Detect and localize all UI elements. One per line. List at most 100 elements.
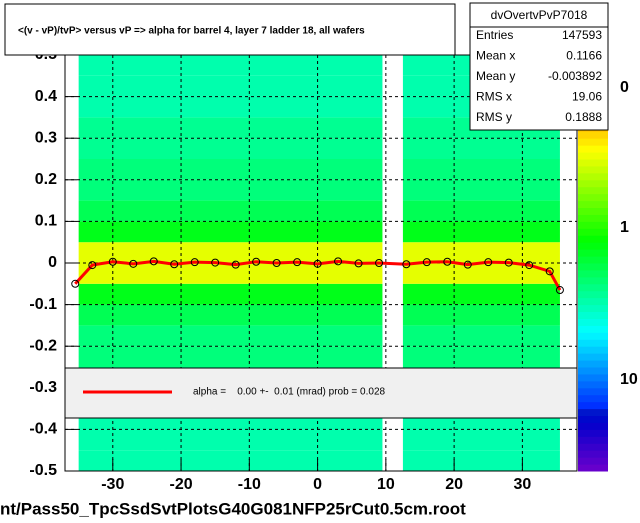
chart-title: <(v - vP)/tvP> versus vP => alpha for ba… — [18, 26, 365, 37]
heat-cell — [78, 179, 383, 201]
colorbar-cell — [578, 380, 608, 389]
profile-point — [231, 260, 240, 269]
heat-cell — [78, 263, 383, 284]
colorbar-cell — [578, 332, 608, 340]
heat-cell — [78, 325, 383, 347]
colorbar-cell — [578, 373, 608, 382]
profile-point — [443, 257, 452, 266]
stats-label: RMS x — [476, 90, 512, 104]
profile-point — [313, 259, 322, 268]
colorbar-cell — [578, 464, 608, 472]
heat-cell — [78, 117, 383, 139]
colorbar-cell — [578, 207, 608, 215]
y-tick-label: -0.1 — [29, 296, 57, 313]
heat-cell — [402, 138, 560, 159]
colorbar-cell — [578, 387, 608, 396]
colorbar-cell — [578, 429, 608, 437]
stats-value: 0.1166 — [566, 49, 602, 63]
heat-cell — [402, 429, 560, 451]
colorbar-cell — [578, 394, 608, 403]
colorbar-cell — [578, 297, 608, 306]
stats-label: Entries — [476, 28, 513, 42]
profile-point — [504, 258, 513, 267]
title-box — [4, 3, 456, 56]
colorbar-cell — [578, 325, 608, 333]
heat-cell — [78, 75, 383, 97]
profile-point — [334, 257, 343, 266]
profile-point — [463, 260, 472, 269]
colorbar-cell — [578, 249, 608, 257]
colorbar-cell — [578, 318, 608, 326]
colorbar-cell — [578, 214, 608, 222]
heat-cell — [78, 242, 383, 263]
y-tick-label: -0.5 — [29, 462, 57, 479]
colorbar-cell — [578, 228, 608, 236]
colorbar-cell — [578, 360, 608, 368]
heat-cell — [78, 283, 383, 305]
profile-point — [129, 259, 138, 268]
colorbar-cell — [578, 193, 608, 202]
colorbar-cell — [578, 283, 608, 292]
x-tick-label: -10 — [238, 476, 261, 493]
heat-cell — [402, 200, 560, 222]
heat-cell — [78, 304, 383, 326]
colorbar-cell — [578, 138, 608, 146]
profile-point — [525, 261, 534, 270]
profile-point — [545, 267, 554, 276]
colorbar-cell — [578, 235, 608, 243]
profile-point — [422, 258, 431, 267]
heat-cell — [78, 346, 383, 367]
colorbar-cell — [578, 436, 608, 444]
colorbar-cell — [578, 159, 608, 167]
heat-cell — [78, 159, 383, 180]
legend: alpha = 0.00 +- 0.01 (mrad) prob = 0.028 — [64, 367, 578, 419]
x-tick-label: -30 — [101, 476, 124, 493]
colorbar-cell — [578, 165, 608, 174]
colorbar-cell — [578, 276, 608, 285]
colorbar-cell — [578, 263, 608, 271]
heat-cell — [78, 138, 383, 159]
colorbar-label: 1 — [620, 219, 629, 236]
stats-value: 19.06 — [572, 90, 602, 104]
colorbar-cell — [578, 367, 608, 375]
stats-title: dvOvertvPvP7018 — [491, 8, 588, 22]
footer: nt/Pass50_TpcSsdSvtPlotsG40G081NFP25rCut… — [0, 499, 466, 518]
colorbar-cell — [578, 200, 608, 209]
colorbar-cell — [578, 242, 608, 250]
colorbar-cell — [578, 443, 608, 451]
heat-cell — [402, 346, 560, 367]
heat-cell — [402, 179, 560, 201]
profile-point — [71, 279, 80, 288]
y-tick-label: 0.1 — [35, 213, 57, 230]
heat-cell — [402, 325, 560, 347]
y-tick-label: 0.2 — [35, 171, 57, 188]
profile-point — [108, 257, 117, 266]
profile-point — [484, 258, 493, 267]
heat-cell — [402, 283, 560, 305]
colorbar-cell — [578, 221, 608, 229]
profile-point — [149, 257, 158, 266]
y-tick-label: 0.4 — [35, 88, 57, 105]
x-tick-label: 30 — [513, 476, 531, 493]
x-tick-label: -20 — [169, 476, 192, 493]
colorbar-cell — [578, 422, 608, 430]
x-tick-label: 10 — [377, 476, 395, 493]
colorbar-cell — [578, 256, 608, 264]
colorbar-cell — [578, 290, 608, 299]
colorbar-cell — [578, 145, 608, 153]
heat-cell — [78, 200, 383, 222]
stats-value: 0.1888 — [565, 110, 602, 124]
stats-value: -0.003892 — [548, 69, 602, 83]
heat-cell — [402, 263, 560, 284]
y-tick-label: -0.4 — [29, 421, 57, 438]
heat-cell — [402, 221, 560, 243]
heat-cell — [402, 242, 560, 263]
heat-cell — [402, 304, 560, 326]
stats-label: Mean y — [476, 69, 515, 83]
heat-cell — [78, 221, 383, 243]
y-tick-label: -0.2 — [29, 337, 57, 354]
y-tick-label: -0.3 — [29, 379, 57, 396]
colorbar-cell — [578, 415, 608, 423]
profile-point — [375, 259, 384, 267]
